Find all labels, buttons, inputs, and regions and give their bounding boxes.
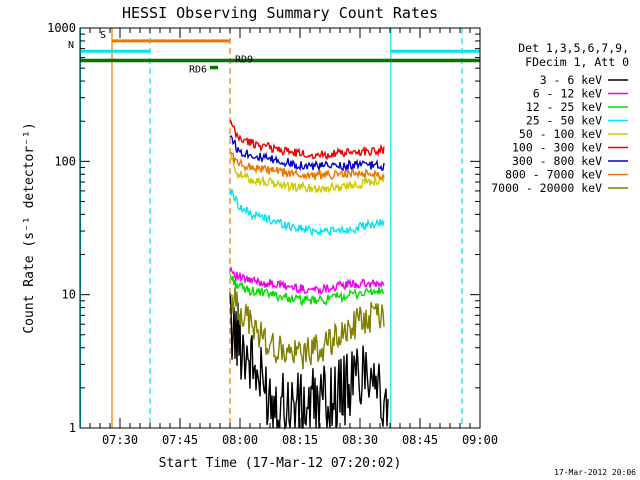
y-tick-label: 100: [54, 154, 76, 168]
legend-entry-label: 6 - 12 keV: [533, 87, 602, 101]
footer-timestamp: 17-Mar-2012 20:06: [554, 468, 636, 477]
x-tick-label: 08:00: [222, 433, 258, 447]
series-line-3-6-kev: [229, 292, 389, 431]
series-line-6-12-kev: [229, 265, 385, 296]
x-tick-label: 07:30: [102, 433, 138, 447]
flag-label-s: S: [100, 30, 106, 41]
x-tick-label: 08:45: [402, 433, 438, 447]
series-line-100-300-kev: [229, 119, 385, 160]
flag-label-rd6: RD6: [189, 65, 207, 76]
series-line-50-100-kev: [229, 153, 385, 195]
series-line-12-25-kev: [229, 274, 385, 307]
legend-entry-label: 25 - 50 keV: [526, 114, 602, 128]
y-tick-label: 1000: [47, 21, 76, 35]
flag-label-n: N: [68, 40, 74, 51]
series-line-7000-20000-kev: [229, 287, 385, 370]
y-axis-label: Count Rate (s⁻¹ detector⁻¹): [22, 122, 37, 333]
x-tick-label: 09:00: [462, 433, 498, 447]
legend-entry-label: 50 - 100 keV: [519, 127, 602, 141]
legend-header-line-2: FDecim 1, Att 0: [525, 55, 629, 69]
legend-header-line-1: Det 1,3,5,6,7,9,: [518, 41, 629, 55]
flag-label-rd9: RD9: [235, 55, 253, 66]
x-axis-label: Start Time (17-Mar-12 07:20:02): [159, 456, 402, 471]
x-tick-label: 08:15: [282, 433, 318, 447]
plot-area: S N RD9 RD6: [68, 28, 480, 431]
y-axis: 1 10 100 1000: [47, 21, 480, 435]
legend-entry-label: 300 - 800 keV: [512, 154, 602, 168]
x-tick-label: 08:30: [342, 433, 378, 447]
legend-entry-label: 12 - 25 keV: [526, 100, 602, 114]
legend-entry-label: 100 - 300 keV: [512, 141, 602, 155]
chart-title: HESSI Observing Summary Count Rates: [122, 4, 438, 22]
series-line-25-50-kev: [229, 189, 385, 238]
legend-entry-label: 7000 - 20000 keV: [491, 181, 602, 195]
x-axis: 07:30 07:45 08:00 08:15 08:30 08:45 09:00: [79, 28, 498, 447]
series-line-300-800-kev: [229, 134, 385, 173]
series-line-800-7000-kev: [229, 151, 385, 181]
y-tick-label: 1: [69, 421, 76, 435]
legend-entry-label: 800 - 7000 keV: [505, 168, 602, 182]
legend-entry-label: 3 - 6 keV: [540, 73, 602, 87]
legend: Det 1,3,5,6,7,9, FDecim 1, Att 0 3 - 6 k…: [491, 41, 629, 195]
y-tick-label: 10: [62, 288, 76, 302]
x-tick-label: 07:45: [162, 433, 198, 447]
